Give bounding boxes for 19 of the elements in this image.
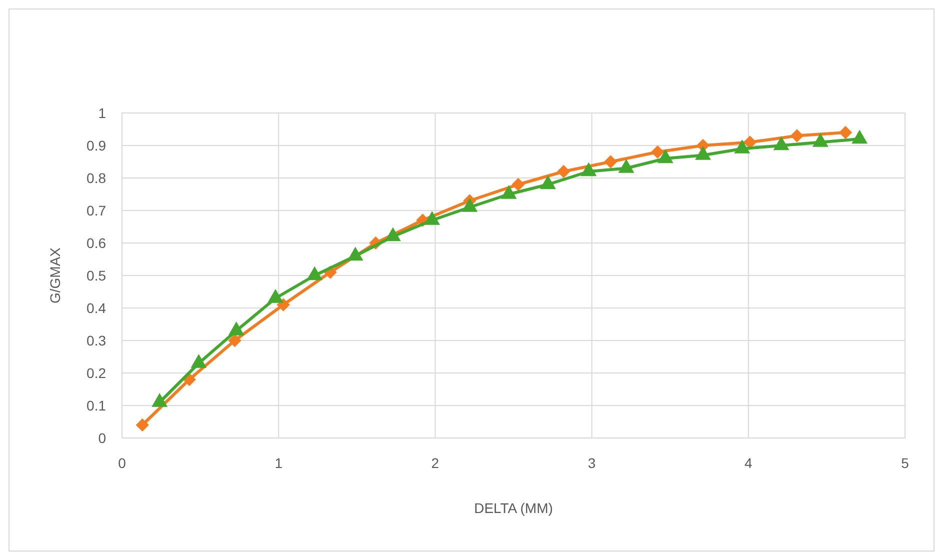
y-tick-label: 0.4 [86, 300, 106, 316]
y-tick-label: 0.8 [86, 170, 106, 186]
x-tick-label: 5 [901, 455, 910, 471]
y-tick-label: 0 [98, 430, 106, 446]
x-tick-label: 0 [118, 455, 126, 471]
x-tick-label: 4 [744, 455, 752, 471]
y-tick-label: 1 [98, 104, 106, 121]
y-tick-label: 0.1 [86, 397, 106, 414]
y-tick-label: 0.2 [86, 364, 106, 381]
x-axis-title: DELTA (MM) [474, 500, 553, 516]
x-tick-label: 1 [274, 455, 283, 471]
y-tick-label: 0.5 [86, 267, 106, 284]
y-tick-label: 0.6 [86, 234, 106, 251]
y-axis-title: G/GMAX [47, 246, 63, 304]
x-tick-label: 2 [431, 455, 440, 471]
x-tick-label: 3 [588, 455, 596, 471]
y-tick-label: 0.3 [86, 332, 106, 348]
y-tick-label: 0.7 [86, 202, 106, 218]
y-tick-label: 0.9 [86, 137, 106, 154]
